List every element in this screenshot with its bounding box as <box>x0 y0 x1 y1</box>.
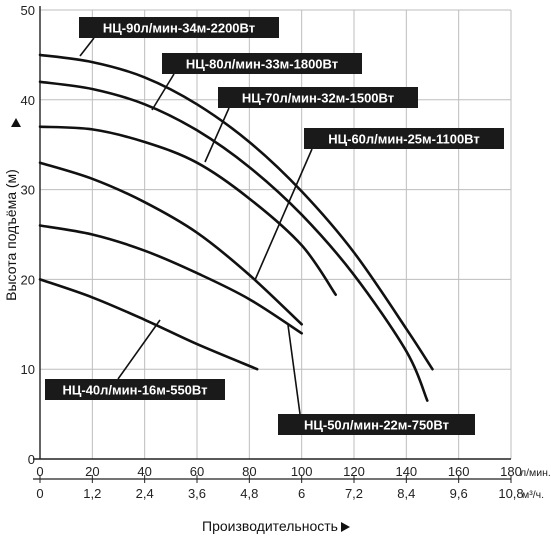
y-tick-label: 50 <box>21 3 35 18</box>
curve-label-leader <box>287 324 301 415</box>
x-tick-label-lmin: 20 <box>85 464 99 479</box>
x-tick-label-m3h: 3,6 <box>188 486 206 501</box>
curves <box>38 53 434 402</box>
curve-1 <box>38 53 434 371</box>
x-tick-label-m3h: 6 <box>298 486 305 501</box>
curve-label-box <box>79 17 279 38</box>
curve-label-box <box>162 53 362 74</box>
curve-4 <box>38 161 303 326</box>
x-unit-m3h: м³/ч. <box>522 489 544 501</box>
y-tick-label: 0 <box>28 452 35 467</box>
curve-3 <box>38 125 337 296</box>
x-unit-lmin: л/мин. <box>520 467 551 479</box>
x-tick-label-m3h: 10,8 <box>498 486 523 501</box>
x-tick-label-m3h: 2,4 <box>136 486 154 501</box>
curve-2 <box>38 80 429 402</box>
x-axis-arrow-icon <box>341 522 350 532</box>
curve-label: НЦ-70л/мин-32м-1500Вт <box>242 91 394 106</box>
x-tick-label-m3h: 1,2 <box>83 486 101 501</box>
curve-6 <box>38 278 259 371</box>
label-leaders <box>79 37 313 415</box>
curve-label-leader <box>117 319 161 380</box>
y-tick-label: 20 <box>21 272 35 287</box>
curve-label-box <box>45 379 225 400</box>
y-tick-label: 40 <box>21 93 35 108</box>
curve-label-box <box>278 414 475 435</box>
x-tick-label-lmin: 120 <box>343 464 365 479</box>
y-tick-label: 30 <box>21 183 35 198</box>
x-tick-label-lmin: 180 <box>500 464 522 479</box>
curve-label: НЦ-50л/мин-22м-750Вт <box>304 418 449 433</box>
axes <box>33 6 512 483</box>
curve-label: НЦ-40л/мин-16м-550Вт <box>62 383 207 398</box>
x-tick-label-lmin: 140 <box>395 464 417 479</box>
x-tick-label-lmin: 80 <box>242 464 256 479</box>
x-tick-label-lmin: 60 <box>190 464 204 479</box>
curve-label-box <box>304 128 504 149</box>
x-tick-label-lmin: 100 <box>291 464 313 479</box>
y-tick-label: 10 <box>21 362 35 377</box>
curve-labels: НЦ-90л/мин-34м-2200Вт НЦ-80л/мин-33м-1800… <box>45 17 504 435</box>
curve-label-leader <box>79 37 95 57</box>
curve-label: НЦ-60л/мин-25м-1100Вт <box>328 132 480 147</box>
x-tick-label-lmin: 160 <box>448 464 470 479</box>
curve-label-box <box>218 87 418 108</box>
x-tick-label-m3h: 4,8 <box>240 486 258 501</box>
curve-label: НЦ-80л/мин-33м-1800Вт <box>186 57 338 72</box>
x-axis-title: Производительность <box>202 518 338 534</box>
x-tick-label-lmin: 40 <box>137 464 151 479</box>
x-tick-label-m3h: 8,4 <box>397 486 415 501</box>
curve-label-leader <box>151 73 175 111</box>
curve-label-leader <box>204 107 230 163</box>
curve-5 <box>38 224 303 335</box>
x-tick-label-m3h: 0 <box>36 486 43 501</box>
x-tick-label-lmin: 0 <box>36 464 43 479</box>
x-tick-label-m3h: 9,6 <box>450 486 468 501</box>
y-axis-arrow-icon <box>11 118 21 127</box>
y-axis-title: Высота подъёма (м) <box>3 169 19 301</box>
curve-label: НЦ-90л/мин-34м-2200Вт <box>103 21 255 36</box>
x-tick-label-m3h: 7,2 <box>345 486 363 501</box>
curve-label-leader <box>254 148 313 281</box>
